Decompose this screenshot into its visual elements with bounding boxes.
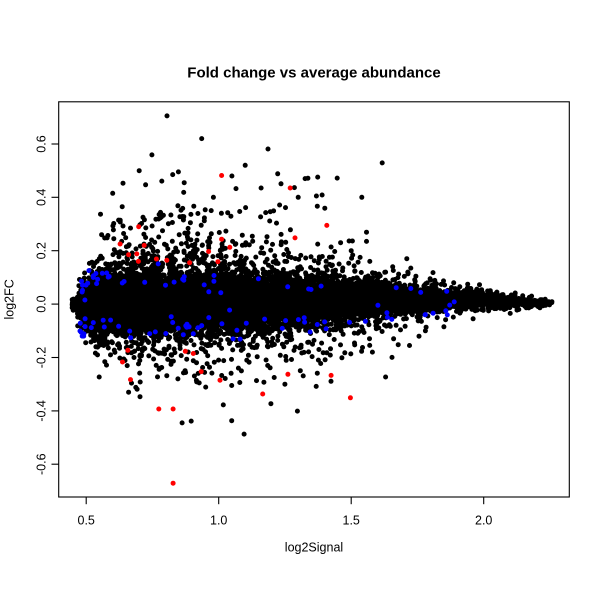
svg-text:-0.4: -0.4 bbox=[34, 400, 48, 422]
svg-text:log2Signal: log2Signal bbox=[285, 540, 343, 554]
svg-text:2.0: 2.0 bbox=[475, 514, 492, 528]
svg-text:log2FC: log2FC bbox=[2, 279, 16, 319]
svg-text:0.5: 0.5 bbox=[78, 514, 95, 528]
svg-text:1.5: 1.5 bbox=[343, 514, 360, 528]
svg-text:-0.2: -0.2 bbox=[34, 347, 48, 369]
svg-text:0.0: 0.0 bbox=[34, 295, 48, 312]
svg-text:Fold change vs average abundan: Fold change vs average abundance bbox=[187, 65, 440, 82]
svg-text:1.0: 1.0 bbox=[210, 514, 227, 528]
svg-text:0.6: 0.6 bbox=[34, 135, 48, 152]
svg-text:0.4: 0.4 bbox=[34, 189, 48, 206]
svg-text:0.2: 0.2 bbox=[34, 242, 48, 259]
svg-text:-0.6: -0.6 bbox=[34, 453, 48, 475]
